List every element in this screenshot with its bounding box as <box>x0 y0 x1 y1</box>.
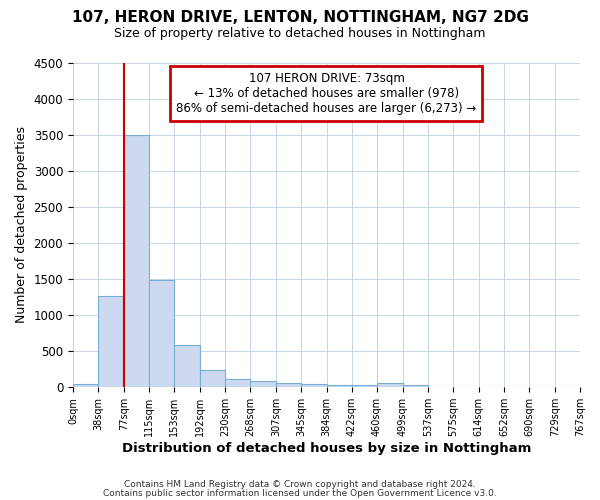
Bar <box>73 384 98 387</box>
Bar <box>403 385 428 387</box>
Bar <box>377 384 403 387</box>
Y-axis label: Number of detached properties: Number of detached properties <box>15 126 28 324</box>
Bar <box>250 381 276 387</box>
X-axis label: Distribution of detached houses by size in Nottingham: Distribution of detached houses by size … <box>122 442 531 455</box>
Bar <box>276 383 301 387</box>
Bar <box>352 384 377 387</box>
Bar <box>327 384 352 387</box>
Bar <box>124 134 149 387</box>
Bar <box>301 384 327 387</box>
Text: Size of property relative to detached houses in Nottingham: Size of property relative to detached ho… <box>114 28 486 40</box>
Text: 107, HERON DRIVE, LENTON, NOTTINGHAM, NG7 2DG: 107, HERON DRIVE, LENTON, NOTTINGHAM, NG… <box>71 10 529 25</box>
Bar <box>225 379 250 387</box>
Bar <box>149 280 174 387</box>
Bar <box>98 296 124 387</box>
Text: 107 HERON DRIVE: 73sqm
← 13% of detached houses are smaller (978)
86% of semi-de: 107 HERON DRIVE: 73sqm ← 13% of detached… <box>176 72 476 115</box>
Bar <box>200 370 225 387</box>
Text: Contains HM Land Registry data © Crown copyright and database right 2024.: Contains HM Land Registry data © Crown c… <box>124 480 476 489</box>
Bar <box>174 346 200 387</box>
Text: Contains public sector information licensed under the Open Government Licence v3: Contains public sector information licen… <box>103 488 497 498</box>
